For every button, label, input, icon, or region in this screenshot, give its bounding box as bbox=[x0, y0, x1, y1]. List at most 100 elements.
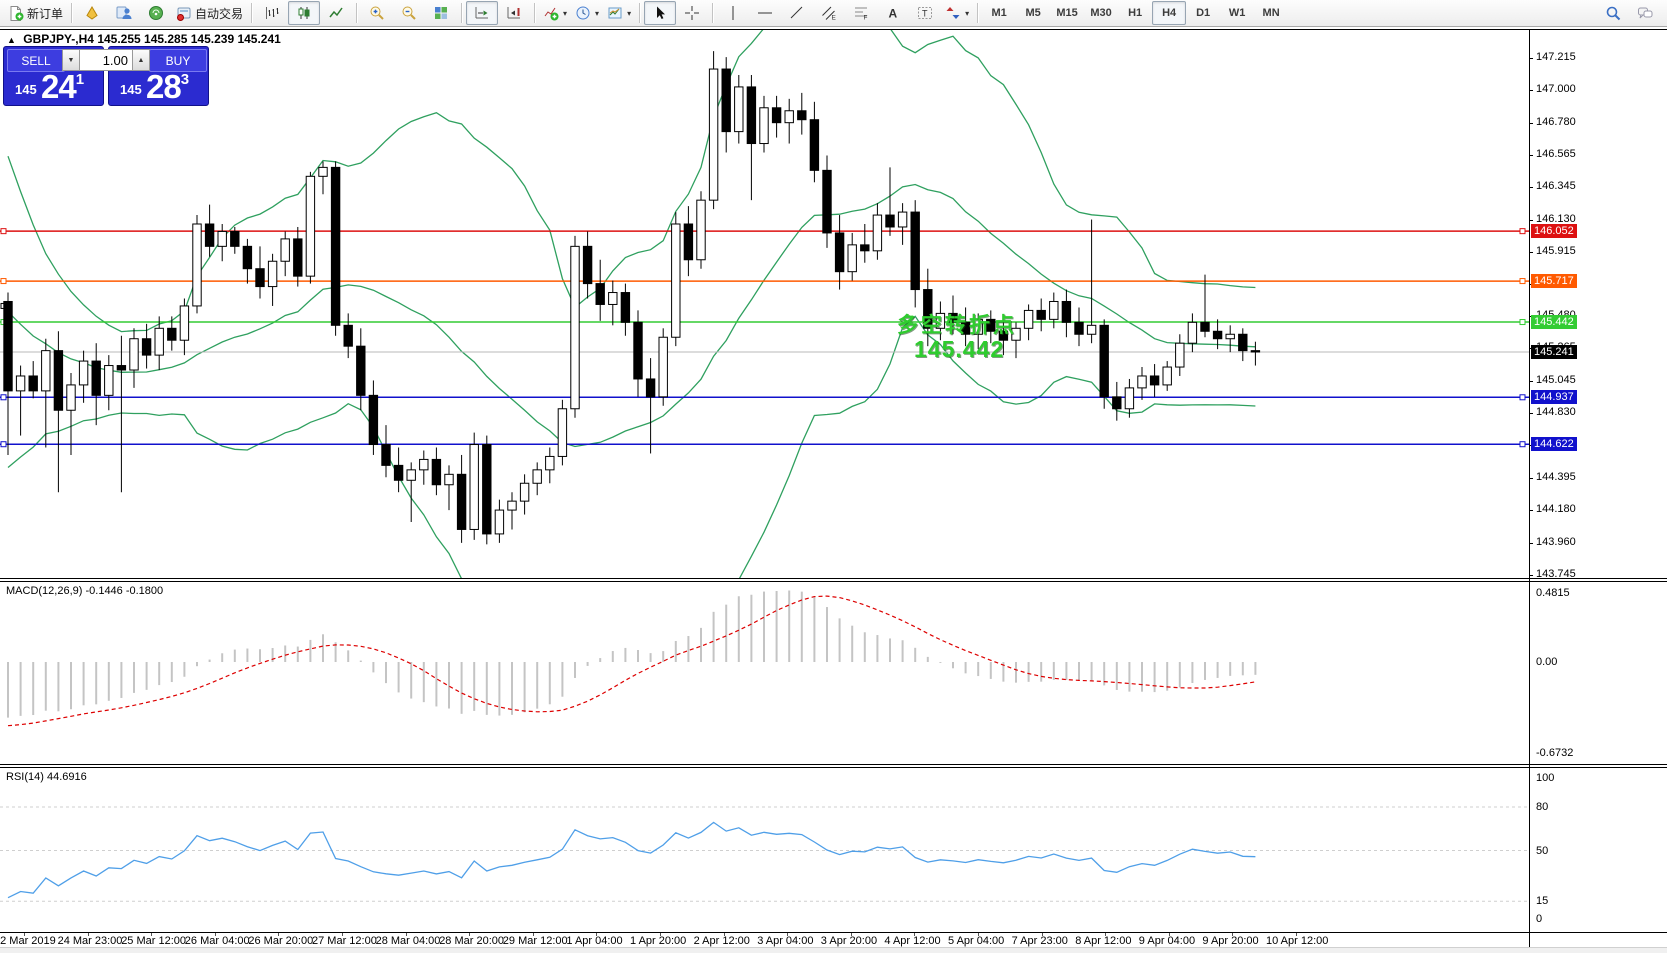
bull-candle bbox=[104, 365, 114, 396]
dropdown-caret-icon[interactable]: ▾ bbox=[627, 8, 632, 18]
trendline-button[interactable] bbox=[781, 1, 813, 25]
chart-canvas[interactable] bbox=[0, 27, 1667, 952]
zoom-in-icon bbox=[369, 5, 385, 21]
zoom-out-button[interactable] bbox=[393, 1, 425, 25]
bear-candle bbox=[960, 321, 971, 335]
level-anchor[interactable] bbox=[1519, 228, 1526, 235]
zoom-in-button[interactable] bbox=[361, 1, 393, 25]
volume-input[interactable]: 1.00 bbox=[80, 49, 132, 71]
buy-price-pips: 283 bbox=[146, 68, 189, 105]
bear-candle bbox=[242, 245, 253, 270]
timeframe-h4-button[interactable]: H4 bbox=[1152, 1, 1187, 25]
person-icon bbox=[116, 5, 132, 21]
main-macd-separator-2[interactable] bbox=[0, 581, 1667, 582]
periods-button[interactable]: ▾ bbox=[571, 1, 603, 25]
time-tick-mark bbox=[278, 933, 280, 936]
level-anchor[interactable] bbox=[0, 278, 7, 285]
bear-candle bbox=[204, 223, 215, 247]
auto-scroll-button[interactable] bbox=[466, 1, 499, 25]
bear-candle bbox=[293, 238, 303, 277]
chat-button[interactable] bbox=[1629, 1, 1661, 25]
bull-candle bbox=[545, 455, 555, 471]
metaeditor-button[interactable] bbox=[76, 1, 108, 25]
horizontal-line-button[interactable] bbox=[749, 1, 781, 25]
axis-tick-mark bbox=[1529, 413, 1533, 415]
text-button[interactable]: A bbox=[877, 1, 909, 25]
buy-button[interactable]: BUY bbox=[149, 49, 207, 72]
equidistant-channel-button[interactable]: E bbox=[813, 1, 845, 25]
navigator-button[interactable] bbox=[140, 1, 172, 25]
ohlc-values: 145.255 145.285 145.239 145.241 bbox=[97, 32, 281, 46]
templates-button[interactable]: ▾ bbox=[603, 1, 635, 25]
time-tick-mark bbox=[978, 933, 979, 936]
timeframe-m5-button[interactable]: M5 bbox=[1025, 7, 1041, 19]
vertical-line-button[interactable] bbox=[717, 1, 749, 25]
level-anchor[interactable] bbox=[0, 394, 7, 401]
price-axis-tick-label: 145.045 bbox=[1536, 374, 1576, 387]
main-layer bbox=[0, 30, 1529, 578]
search-button[interactable] bbox=[1597, 1, 1629, 25]
level-anchor[interactable] bbox=[0, 441, 7, 448]
timeframe-m30-button[interactable]: M30 bbox=[1090, 7, 1112, 19]
bull-candle bbox=[532, 469, 542, 484]
annotation-price: 145.442 bbox=[914, 336, 1005, 363]
tile-windows-button[interactable] bbox=[425, 1, 457, 25]
axis-tick-mark bbox=[1529, 154, 1533, 156]
time-axis-label: 26 Mar 20:00 bbox=[248, 935, 314, 947]
bar-chart-button[interactable] bbox=[256, 1, 288, 25]
axis-tick-mark bbox=[1529, 478, 1533, 480]
collapse-triangle-icon[interactable]: ▲ bbox=[7, 35, 16, 45]
new-order-button[interactable]: 新订单 bbox=[4, 1, 67, 25]
one-click-trading-panel: SELL BUY ▼ 1.00 ▲ 145 241 145 283 bbox=[3, 46, 209, 106]
chart-shift-button[interactable] bbox=[498, 1, 530, 25]
price-axis-tick-label: 146.565 bbox=[1536, 147, 1576, 160]
dropdown-caret-icon[interactable]: ▾ bbox=[563, 8, 568, 18]
timeframe-m1-button[interactable]: M1 bbox=[991, 7, 1007, 19]
level-anchor[interactable] bbox=[1519, 441, 1526, 448]
timeframe-mn-button[interactable]: MN bbox=[1262, 7, 1280, 19]
volume-decrease-button[interactable]: ▼ bbox=[62, 49, 80, 71]
macd-rsi-separator-2[interactable] bbox=[0, 767, 1667, 768]
candlestick-chart-button[interactable] bbox=[288, 1, 321, 25]
line-chart-button[interactable] bbox=[320, 1, 352, 25]
main-macd-separator-1[interactable] bbox=[0, 578, 1667, 579]
time-tick-mark bbox=[405, 933, 407, 936]
time-tick-mark bbox=[596, 933, 598, 936]
bull-candle bbox=[897, 211, 908, 228]
level-anchor[interactable] bbox=[1519, 278, 1526, 285]
dropdown-caret-icon[interactable]: ▾ bbox=[965, 8, 970, 18]
main-toolbar: 新订单 自动交易 ▾ ▾ ▾ E F A T ▾ M1 M5 M15 M30 H1 H4 D1 W1 MN bbox=[0, 0, 1667, 27]
autotrading-button[interactable]: 自动交易 bbox=[172, 1, 247, 25]
chart-window[interactable]: ▲ GBPJPY-,H4 145.255 145.285 145.239 145… bbox=[0, 27, 1667, 953]
level-anchor[interactable] bbox=[1519, 319, 1526, 326]
time-tick-mark bbox=[660, 933, 661, 936]
macd-rsi-separator-1[interactable] bbox=[0, 764, 1667, 765]
crosshair-button[interactable] bbox=[676, 1, 708, 25]
market-watch-button[interactable] bbox=[108, 1, 140, 25]
level-anchor[interactable] bbox=[1519, 394, 1526, 401]
indicators-button[interactable]: ▾ bbox=[539, 1, 571, 25]
timeframe-d1-button[interactable]: D1 bbox=[1196, 7, 1211, 19]
axis-tick-mark bbox=[1529, 57, 1533, 59]
bear-candle bbox=[368, 394, 379, 446]
volume-increase-button[interactable]: ▲ bbox=[132, 49, 150, 71]
timeframe-h1-button[interactable]: H1 bbox=[1128, 7, 1143, 19]
fibonacci-button[interactable]: F bbox=[845, 1, 877, 25]
cursor-button[interactable] bbox=[644, 1, 677, 25]
bear-candle bbox=[330, 166, 341, 326]
arrows-button[interactable]: ▾ bbox=[941, 1, 973, 25]
time-tick-mark bbox=[850, 933, 852, 936]
macd-indicator-label: MACD(12,26,9) -0.1446 -0.1800 bbox=[6, 585, 164, 597]
arrows-icon bbox=[945, 5, 961, 21]
timeframe-m15-button[interactable]: M15 bbox=[1056, 7, 1078, 19]
text-label-button[interactable]: T bbox=[909, 1, 941, 25]
timeframe-w1-button[interactable]: W1 bbox=[1228, 7, 1246, 19]
shift-icon bbox=[506, 5, 522, 21]
chart-annotation[interactable]: 多空转折点 145.442 bbox=[897, 314, 1017, 362]
dropdown-caret-icon[interactable]: ▾ bbox=[595, 8, 600, 18]
bear-candle bbox=[255, 268, 265, 288]
price-axis-tick-label: 147.000 bbox=[1536, 82, 1576, 95]
fibo-icon: F bbox=[853, 5, 869, 21]
level-anchor[interactable] bbox=[0, 228, 7, 235]
time-axis-label: 4 Apr 12:00 bbox=[884, 935, 941, 947]
